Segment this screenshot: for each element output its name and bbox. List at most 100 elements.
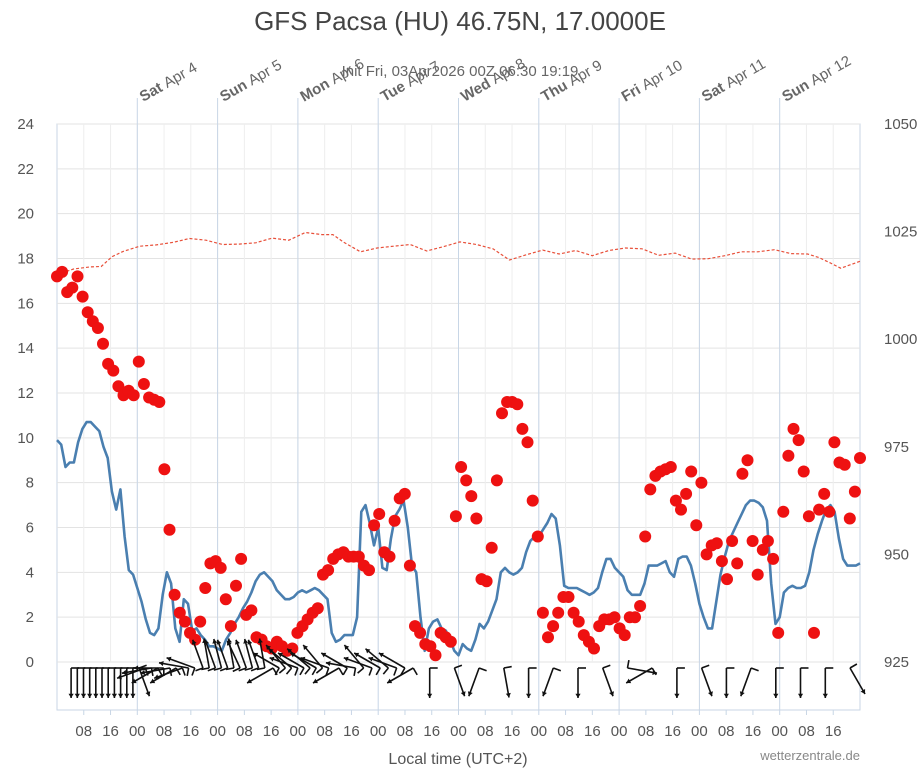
gust-point xyxy=(163,523,176,536)
barb-shaft xyxy=(353,652,381,669)
barb-shaft xyxy=(277,652,305,669)
barb-shaft xyxy=(849,667,866,695)
gust-point xyxy=(526,494,539,507)
wind-barb xyxy=(256,638,266,671)
barb-flag xyxy=(250,667,259,672)
barb-shaft xyxy=(246,667,274,684)
barb-flag xyxy=(382,667,390,675)
gust-point xyxy=(772,626,785,639)
barb-arrowhead xyxy=(542,691,547,697)
barb-arrowhead xyxy=(626,678,632,684)
gust-point xyxy=(802,510,815,523)
gust-point xyxy=(373,508,386,520)
y-right-tick-label: 1025 xyxy=(884,224,917,241)
gust-point xyxy=(480,575,493,588)
barb-shaft xyxy=(252,652,280,669)
gust-point xyxy=(531,530,544,543)
x-tick-label: 16 xyxy=(745,723,762,740)
wind-barb xyxy=(343,656,373,676)
gust-point xyxy=(460,474,473,487)
gust-point xyxy=(797,465,810,478)
gust-point xyxy=(189,633,202,646)
barb-arrowhead xyxy=(609,691,614,697)
barb-flag xyxy=(602,664,611,669)
barb-shaft xyxy=(503,667,510,698)
gust-point xyxy=(777,505,790,518)
gust-point xyxy=(792,434,805,447)
wind-barb xyxy=(204,639,217,672)
barb-flag xyxy=(503,665,512,669)
wind-barb xyxy=(235,639,248,672)
gust-point xyxy=(685,465,698,478)
x-tick-label: 16 xyxy=(584,723,601,740)
gust-point xyxy=(322,564,335,577)
y-right-tick-label: 975 xyxy=(884,439,909,456)
barb-arrowhead xyxy=(313,678,318,684)
barb-arrowhead xyxy=(145,691,151,697)
x-tick-label: 08 xyxy=(638,723,655,740)
barb-arrowhead xyxy=(247,678,253,684)
gust-point xyxy=(700,548,713,561)
barb-arrowhead xyxy=(131,678,137,684)
barb-arrowhead xyxy=(80,693,87,698)
day-label: Sun Apr 5 xyxy=(217,57,285,106)
wind-barb xyxy=(798,667,809,698)
barb-arrowhead xyxy=(93,693,99,698)
day-label: Fri Apr 10 xyxy=(619,57,686,105)
barb-shaft xyxy=(468,667,480,697)
barb-shaft xyxy=(542,667,555,697)
x-tick-label: 16 xyxy=(825,723,842,740)
gust-point xyxy=(751,568,764,581)
y-left-tick-label: 10 xyxy=(17,430,34,447)
wind-barb xyxy=(158,661,190,677)
wind-barb xyxy=(542,667,562,697)
barb-flag xyxy=(244,667,253,671)
x-tick-label: 16 xyxy=(343,723,360,740)
gust-point xyxy=(91,322,104,334)
gust-point xyxy=(746,535,759,547)
gust-point xyxy=(767,552,780,565)
x-axis-label: Local time (UTC+2) xyxy=(388,751,527,768)
barb-arrowhead xyxy=(130,693,136,698)
barb-flag xyxy=(478,667,487,672)
barb-shaft xyxy=(140,667,171,674)
gust-point xyxy=(158,463,171,476)
barb-arrowhead xyxy=(723,693,729,698)
x-tick-label: 00 xyxy=(129,723,146,740)
barb-shaft xyxy=(243,638,254,669)
barb-arrowhead xyxy=(268,648,274,654)
barb-arrowhead xyxy=(212,639,218,644)
barb-arrowhead xyxy=(368,656,374,662)
barb-arrowhead xyxy=(216,639,222,645)
gust-point xyxy=(485,541,498,554)
barb-shaft xyxy=(121,667,152,674)
barb-shaft xyxy=(364,648,389,669)
barb-flag xyxy=(274,667,280,676)
y-axis-right: 925 950 975 1000 1025 1050 xyxy=(884,116,917,671)
barb-flag xyxy=(338,667,344,676)
barb-flag xyxy=(325,667,330,676)
gust-point xyxy=(173,606,186,619)
gust-point xyxy=(398,487,411,500)
gust-point xyxy=(761,535,774,547)
gust-point xyxy=(675,503,687,516)
wind-barb xyxy=(467,667,487,697)
barb-shaft xyxy=(601,667,614,697)
day-date: Apr 11 xyxy=(723,55,769,91)
pressure-line xyxy=(56,231,861,276)
day-label: Sun Apr 12 xyxy=(779,52,854,105)
x-tick-label: 08 xyxy=(397,723,414,740)
barb-arrowhead xyxy=(253,652,259,658)
gust-point xyxy=(363,564,375,577)
barb-arrowhead xyxy=(154,674,160,680)
barb-arrowhead xyxy=(575,693,581,698)
barb-shaft xyxy=(700,667,713,697)
gust-point xyxy=(756,543,769,556)
x-tick-label: 16 xyxy=(423,723,440,740)
wind-barb xyxy=(216,639,229,672)
x-tick-label: 08 xyxy=(718,723,735,740)
gust-point xyxy=(76,290,89,303)
barb-arrowhead xyxy=(290,652,296,658)
gust-point xyxy=(194,615,207,628)
wind-barb xyxy=(503,665,512,698)
